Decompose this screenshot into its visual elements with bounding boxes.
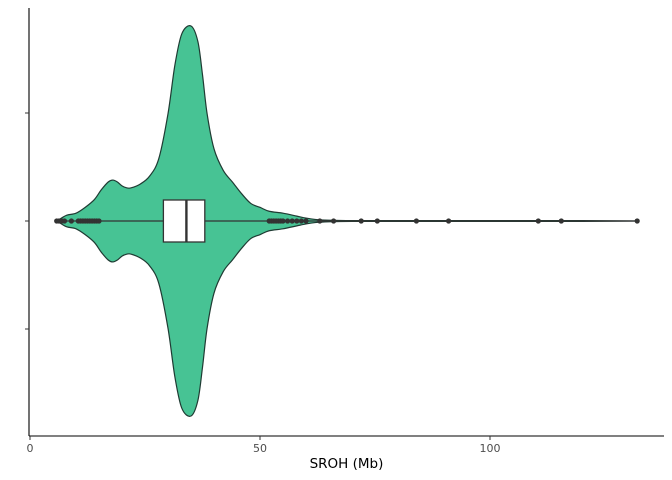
box-plot [162,199,206,243]
x-axis-title: SROH (Mb) [310,456,384,472]
outlier-point [61,218,68,224]
outlier-point [331,218,337,224]
outlier-point [558,218,564,224]
outlier-point [96,218,102,224]
outlier-point [303,218,309,224]
outlier-point [285,218,291,224]
x-axis-ticks: 0 50 100 [27,436,501,455]
axes [25,8,664,437]
x-tick-label: 50 [253,442,267,455]
outlier-point [446,218,452,224]
outlier-point [413,218,419,224]
outlier-point [68,218,74,224]
outlier-point [374,218,380,224]
outlier-point [298,218,304,224]
x-tick-label: 100 [480,442,501,455]
outlier-point [317,218,323,224]
outlier-point [358,218,364,224]
outlier-points [54,218,640,224]
outlier-point [634,218,640,224]
outlier-point [280,218,286,224]
box-iqr [162,199,206,243]
x-tick-label: 0 [27,442,34,455]
outlier-point [294,218,300,224]
outlier-point [289,218,295,224]
outlier-point [535,218,541,224]
